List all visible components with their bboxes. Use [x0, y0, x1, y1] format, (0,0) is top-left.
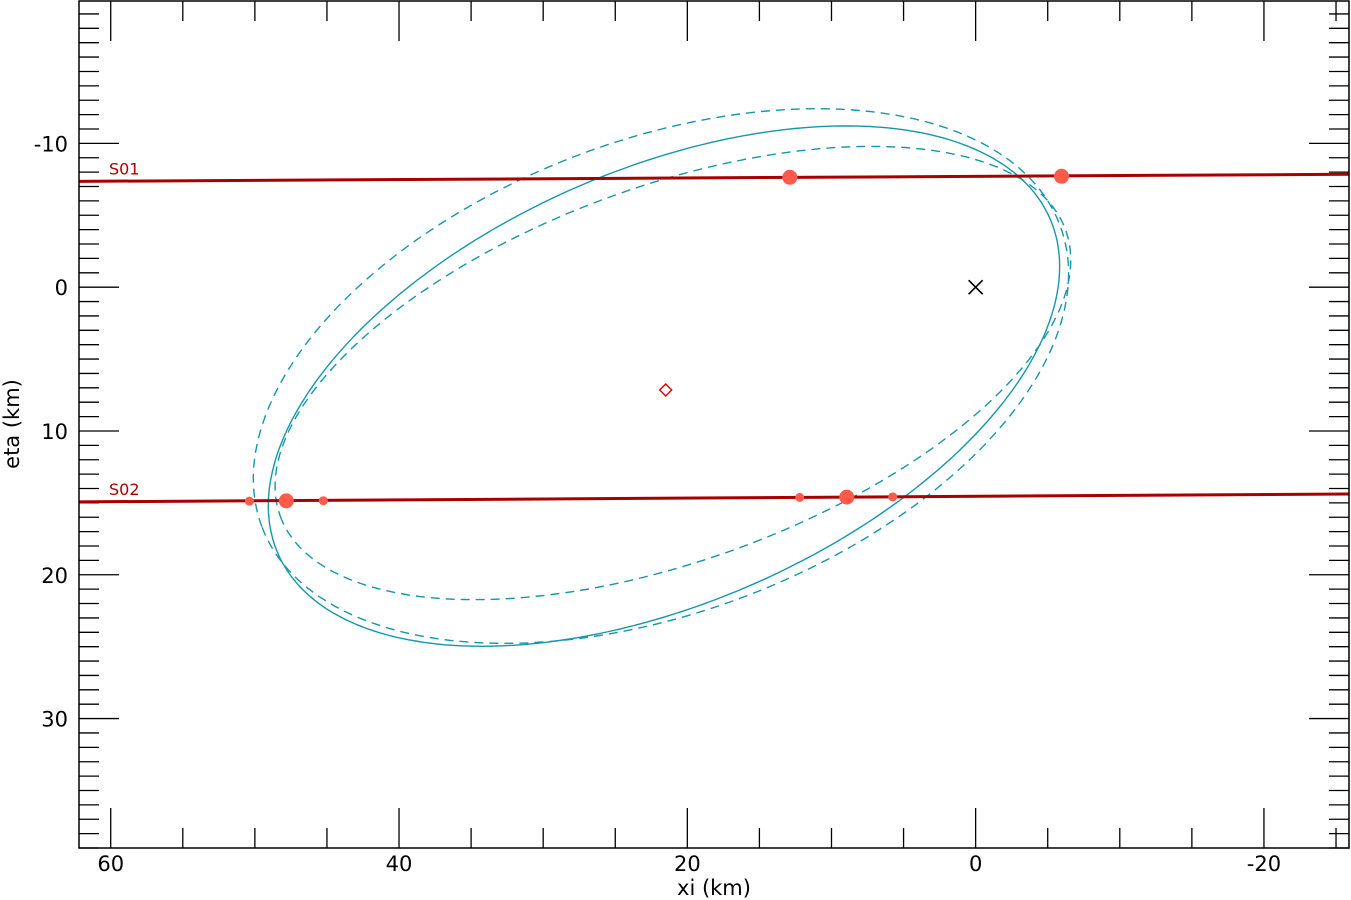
ellipse-solid — [267, 125, 1061, 648]
markers — [658, 279, 984, 397]
chord-label: S01 — [109, 159, 140, 178]
x-tick-label: 0 — [969, 852, 982, 876]
chord-point-small — [244, 496, 254, 506]
ellipse-dashed — [274, 145, 1072, 601]
ellipse-fits — [252, 107, 1072, 648]
origin-x-marker — [968, 279, 984, 295]
chords: S01 S02 — [78, 159, 1350, 509]
y-tick-label: 0 — [55, 276, 68, 300]
chord-line — [78, 172, 1350, 183]
chord-point-large — [782, 169, 798, 185]
y-axis-label: eta (km) — [0, 379, 24, 469]
chord-point-large — [839, 489, 855, 505]
y-tick-label: 20 — [41, 564, 68, 588]
center-diamond-marker — [658, 382, 673, 397]
y-tick-label: -10 — [34, 132, 68, 156]
chord-point-small — [318, 496, 328, 506]
axis-ticks: 60 40 20 0 -20 -10 0 10 20 30 — [34, 1, 1349, 876]
ellipse-dashed — [252, 107, 1070, 644]
chord-point-large — [278, 493, 294, 509]
chord-point-large — [1054, 168, 1070, 184]
y-tick-label: 30 — [41, 708, 68, 732]
x-tick-label: 20 — [674, 852, 701, 876]
chord-point-small — [888, 492, 898, 502]
x-tick-label: -20 — [1247, 852, 1281, 876]
chord-point-small — [795, 492, 805, 502]
chord-label: S02 — [109, 480, 140, 499]
x-tick-label: 60 — [97, 852, 124, 876]
y-tick-label: 10 — [41, 420, 68, 444]
plot-frame — [78, 0, 1350, 849]
x-axis-label: xi (km) — [677, 876, 751, 900]
x-tick-label: 40 — [386, 852, 413, 876]
chord-line — [78, 492, 1350, 504]
